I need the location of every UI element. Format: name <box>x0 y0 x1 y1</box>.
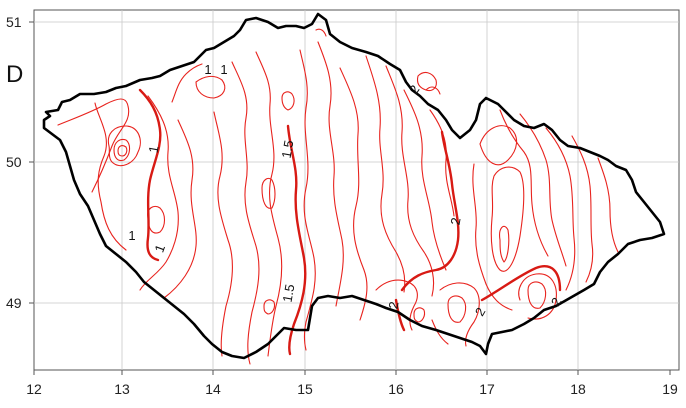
y-tick-label: 51 <box>6 14 22 30</box>
contour-label: 1 <box>220 62 227 77</box>
contour-label: 1 <box>204 62 211 77</box>
y-tick-labels: 51 50 49 <box>6 14 22 311</box>
x-tick-labels: 12 13 14 15 16 17 18 19 <box>26 381 678 397</box>
x-tick-label: 12 <box>26 381 42 397</box>
contour-label: 2 <box>386 300 402 310</box>
x-tick-label: 17 <box>479 381 495 397</box>
isolines-thin <box>57 28 619 365</box>
x-tick-label: 16 <box>388 381 404 397</box>
gridlines <box>34 10 679 370</box>
x-tick-label: 13 <box>114 381 130 397</box>
panel-letter: D <box>6 61 23 88</box>
plot-frame <box>33 9 680 371</box>
y-tick-label: 49 <box>6 295 22 311</box>
x-tick-label: 19 <box>662 381 678 397</box>
tick-marks <box>29 21 671 375</box>
contour-label: 2 <box>472 305 489 319</box>
isolines-bold <box>138 88 562 356</box>
contour-label: 1.5 <box>279 139 297 159</box>
x-tick-label: 14 <box>205 381 221 397</box>
contour-label: 1 <box>151 242 168 254</box>
contour-labels: 1 1 1 1 1 1.5 1.5 2 2 2 2 2 <box>128 62 564 319</box>
contour-label: 1 <box>128 228 135 243</box>
y-tick-label: 50 <box>6 154 22 170</box>
contour-label: 2 <box>448 216 464 226</box>
contour-label: 1 <box>146 144 162 154</box>
contour-label: 1.5 <box>280 283 298 303</box>
country-border <box>42 12 666 360</box>
x-tick-label: 18 <box>570 381 586 397</box>
x-tick-label: 15 <box>297 381 313 397</box>
